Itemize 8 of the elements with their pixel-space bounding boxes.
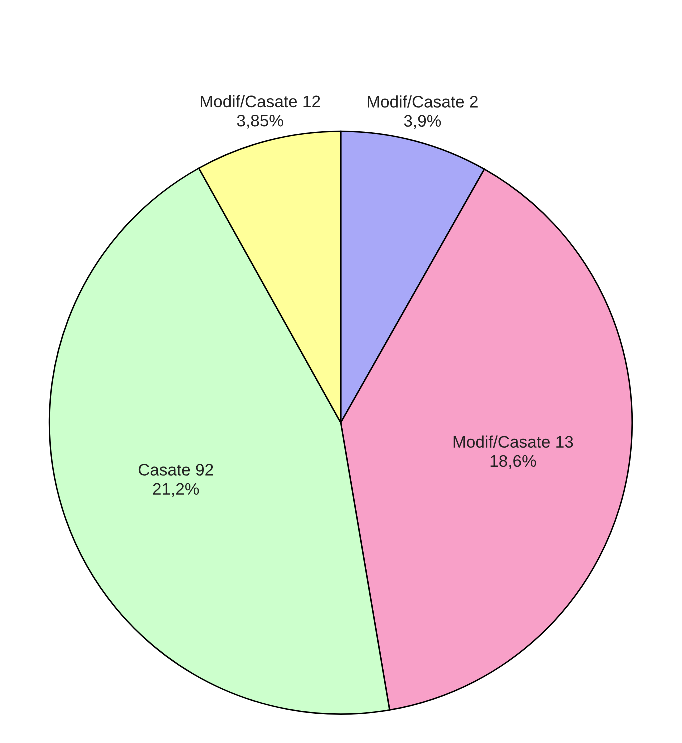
slice-label: Modif/Casate 13 <box>454 436 574 448</box>
data-label: 18,6% <box>490 455 536 470</box>
slice-label: Modif/Casate 2 <box>368 96 478 108</box>
data-label: 3,9% <box>404 115 442 129</box>
slice-label: Casate 92 <box>138 464 214 476</box>
data-label: 21,2% <box>153 483 200 498</box>
data-label: 3,85% <box>237 114 284 129</box>
slice-label: Modif/Casate 12 <box>201 95 320 108</box>
